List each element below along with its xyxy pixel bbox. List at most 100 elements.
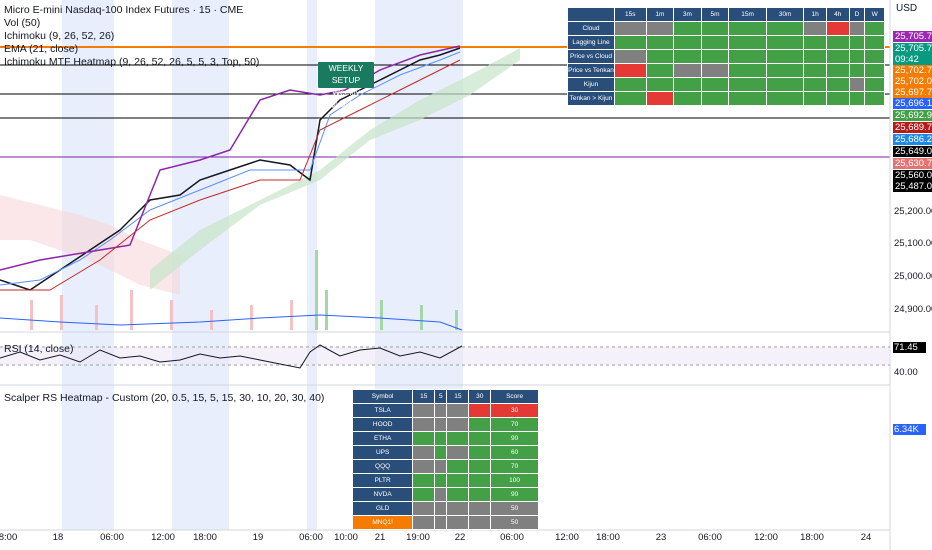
time-tick: 12:00 bbox=[754, 532, 778, 543]
mtf-cell-green bbox=[645, 77, 675, 92]
scalper-cell-gray bbox=[446, 417, 470, 432]
scalper-symbol: PLTR bbox=[351, 473, 414, 488]
indicator-vol[interactable]: Vol (50) bbox=[4, 17, 41, 29]
mtf-cell-red bbox=[825, 21, 850, 36]
mtf-cell-green bbox=[803, 49, 827, 64]
ichimoku-cloud-bearish bbox=[0, 195, 180, 295]
price-axis-label: 25,630.75 bbox=[893, 158, 932, 169]
scalper-cell-green bbox=[468, 459, 492, 474]
mtf-cell-green bbox=[765, 91, 805, 106]
ema-line bbox=[0, 51, 461, 286]
currency-label[interactable]: USD bbox=[896, 3, 918, 14]
scalper-cell-green bbox=[412, 431, 436, 446]
scalper-row: NVDA 90 bbox=[351, 487, 539, 502]
rsi-axis-label-bg bbox=[893, 342, 926, 353]
mtf-cell-green bbox=[728, 35, 767, 50]
scalper-row: UPS 60 bbox=[351, 445, 539, 460]
ichimoku-cloud-bullish bbox=[150, 48, 520, 290]
mtf-cell-green bbox=[803, 63, 827, 78]
indicator-mtf-heatmap[interactable]: Ichimoku MTF Heatmap (9, 26, 52, 26, 5, … bbox=[4, 56, 260, 68]
scalper-cell-gray bbox=[468, 501, 492, 516]
mtf-heatmap-table: 15s 1m 3m 5m 15m 30m 1h 4h D W Cloud Lagging Line Pr… bbox=[567, 7, 885, 106]
volume-ma-line bbox=[0, 314, 463, 331]
time-tick: 06:00 bbox=[698, 532, 722, 543]
mtf-cell-green bbox=[673, 49, 702, 64]
mtf-row-label: Price vs Tenkan bbox=[567, 63, 615, 78]
mtf-row: Price vs Cloud bbox=[567, 49, 885, 64]
chart-title[interactable]: Micro E-mini Nasdaq-100 Index Futures · … bbox=[4, 4, 244, 16]
scalper-cell-red bbox=[468, 403, 492, 418]
mtf-cell-gray bbox=[614, 21, 647, 36]
mtf-row-label: Lagging Line bbox=[567, 35, 615, 50]
indicator-rsi[interactable]: RSI (14, close) bbox=[4, 343, 74, 355]
scalper-symbol: ETHA bbox=[351, 431, 414, 446]
scalper-symbol: NVDA bbox=[351, 487, 414, 502]
time-tick: 18:00 bbox=[193, 532, 217, 543]
scalper-cell-gray bbox=[412, 459, 436, 474]
scalper-cell-gray bbox=[468, 515, 492, 530]
scalper-row: TSLA 30 bbox=[351, 403, 539, 418]
time-tick: 18:00 bbox=[596, 532, 620, 543]
mtf-cell-green bbox=[803, 35, 827, 50]
mtf-row: Cloud bbox=[567, 21, 885, 36]
scalper-cell-gray bbox=[434, 459, 448, 474]
scalper-score: 30 bbox=[490, 403, 539, 418]
mtf-cell-green bbox=[700, 49, 730, 64]
scalper-cell-green bbox=[468, 431, 492, 446]
rsi-line bbox=[0, 344, 463, 369]
mtf-cell-green bbox=[825, 35, 850, 50]
time-tick: 10:00 bbox=[334, 532, 358, 543]
scalper-cell-green bbox=[446, 473, 470, 488]
time-tick: 23 bbox=[655, 532, 667, 543]
session-band bbox=[172, 0, 229, 530]
scalper-cell-gray bbox=[446, 445, 470, 460]
mtf-cell-green bbox=[825, 77, 850, 92]
indicator-ema[interactable]: EMA (21, close) bbox=[4, 43, 79, 55]
mtf-cell-green bbox=[614, 91, 647, 106]
mtf-cell-green bbox=[848, 91, 866, 106]
mtf-column-header: 4h bbox=[825, 7, 850, 22]
time-tick: 19 bbox=[252, 532, 264, 543]
mtf-cell-green bbox=[825, 63, 850, 78]
price-tick: 25,000.00 bbox=[894, 271, 932, 282]
scalper-score: 70 bbox=[490, 459, 539, 474]
mtf-cell-green bbox=[673, 91, 702, 106]
mtf-cell-green bbox=[803, 77, 827, 92]
indicator-ichimoku[interactable]: Ichimoku (9, 26, 52, 26) bbox=[4, 30, 115, 42]
price-axis-label: 25,692.94 bbox=[893, 110, 932, 121]
mtf-cell-green bbox=[700, 91, 730, 106]
price-axis-label: 25,705.75 bbox=[893, 31, 932, 42]
mtf-row: Kijun bbox=[567, 77, 885, 92]
mtf-cell-red bbox=[645, 91, 675, 106]
scalper-symbol: UPS bbox=[351, 445, 414, 460]
mtf-column-header: D bbox=[848, 7, 866, 22]
scalper-score: 50 bbox=[490, 501, 539, 516]
kijun-line bbox=[0, 59, 461, 291]
scalper-row: QQQ 70 bbox=[351, 459, 539, 474]
scalper-symbol: GLD bbox=[351, 501, 414, 516]
scalper-cell-gray bbox=[434, 515, 448, 530]
mtf-cell-gray bbox=[614, 49, 647, 64]
mtf-row: Lagging Line bbox=[567, 35, 885, 50]
scalper-cell-green bbox=[446, 487, 470, 502]
scalper-cell-green bbox=[434, 473, 448, 488]
mtf-cell-green bbox=[825, 49, 850, 64]
mtf-cell-green bbox=[864, 35, 885, 50]
volume-bars bbox=[30, 290, 293, 330]
price-axis-label: 25,560.00 bbox=[893, 170, 932, 181]
scalper-column-header: Symbol bbox=[351, 389, 414, 404]
volume-bars-up bbox=[315, 250, 458, 330]
scalper-cell-gray bbox=[412, 403, 436, 418]
mtf-cell-green bbox=[728, 77, 767, 92]
mtf-cell-gray bbox=[803, 21, 827, 36]
mtf-row-label: Price vs Cloud bbox=[567, 49, 615, 64]
mtf-column-header: 3m bbox=[673, 7, 702, 22]
scalper-cell-green bbox=[412, 487, 436, 502]
indicator-scalper[interactable]: Scalper RS Heatmap - Custom (20, 0.5, 15… bbox=[4, 392, 325, 404]
mtf-cell-green bbox=[614, 77, 647, 92]
scalper-column-header: 30 bbox=[468, 389, 492, 404]
mtf-cell-green bbox=[728, 91, 767, 106]
time-tick: 18 bbox=[52, 532, 64, 543]
mtf-cell-green bbox=[765, 49, 805, 64]
mtf-column-header: 1m bbox=[645, 7, 675, 22]
